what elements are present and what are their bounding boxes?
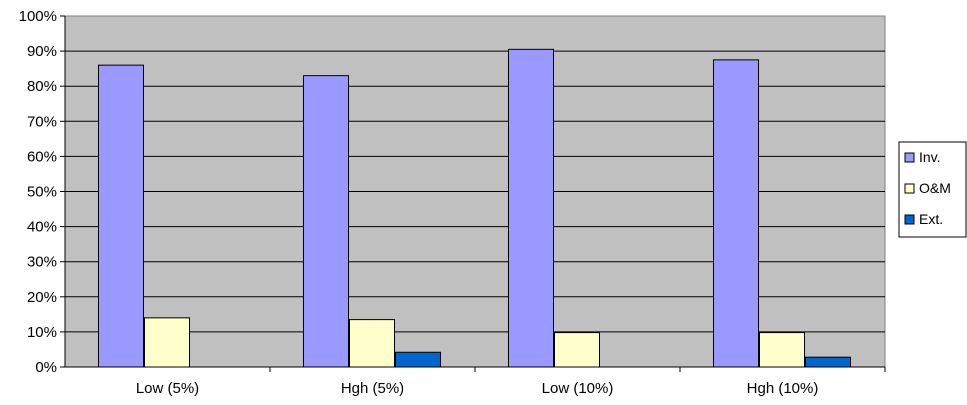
legend-label: Ext. bbox=[919, 211, 943, 227]
legend-swatch bbox=[904, 183, 915, 194]
y-tick-label: 10% bbox=[27, 324, 57, 341]
x-tick-label: Low (5%) bbox=[136, 380, 199, 397]
bar-inv--4 bbox=[713, 59, 759, 368]
y-tick-label: 80% bbox=[27, 78, 57, 95]
bar-o-m-1 bbox=[144, 317, 190, 368]
x-tick-label: Hgh (10%) bbox=[747, 380, 819, 397]
bar-o-m-3 bbox=[554, 332, 600, 368]
bar-o-m-4 bbox=[759, 332, 805, 368]
legend-label: Inv. bbox=[919, 149, 941, 165]
y-tick-label: 0% bbox=[35, 359, 57, 376]
y-tick-label: 100% bbox=[19, 8, 57, 25]
bar-inv--1 bbox=[98, 64, 144, 368]
bar-inv--3 bbox=[508, 48, 554, 368]
y-tick-label: 50% bbox=[27, 184, 57, 201]
y-tick-label: 90% bbox=[27, 43, 57, 60]
y-tick-label: 20% bbox=[27, 289, 57, 306]
y-tick-label: 60% bbox=[27, 148, 57, 165]
x-axis-ticks: Low (5%) Hgh (5%) Low (10%) Hgh (10%) bbox=[136, 367, 886, 397]
legend-swatch bbox=[904, 214, 915, 225]
x-tick-label: Low (10%) bbox=[542, 380, 614, 397]
y-tick-label: 70% bbox=[27, 113, 57, 130]
y-tick-label: 30% bbox=[27, 254, 57, 271]
legend: Inv. O&M Ext. bbox=[898, 141, 967, 238]
y-axis-ticks: 0% 10% 20% 30% 40% 50% 60% 70% 80% 90% 100% bbox=[19, 8, 65, 376]
bar-inv--2 bbox=[303, 75, 349, 368]
y-tick-label: 40% bbox=[27, 219, 57, 236]
bar-o-m-2 bbox=[349, 319, 395, 368]
x-tick-label: Hgh (5%) bbox=[341, 380, 404, 397]
bars bbox=[98, 48, 851, 368]
bar-ext--2 bbox=[395, 351, 441, 368]
bar-ext--4 bbox=[805, 356, 851, 368]
legend-swatch bbox=[904, 152, 915, 163]
legend-label: O&M bbox=[919, 180, 951, 196]
